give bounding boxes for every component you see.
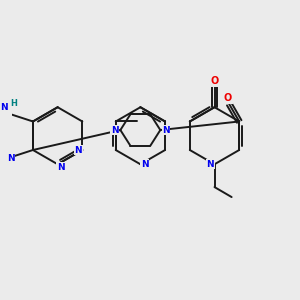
- Text: N: N: [7, 154, 15, 163]
- Text: N: N: [141, 160, 148, 169]
- Text: H: H: [11, 99, 17, 108]
- Text: N: N: [206, 160, 214, 169]
- Text: N: N: [74, 146, 82, 154]
- Text: N: N: [162, 125, 170, 134]
- Text: O: O: [210, 76, 219, 86]
- Text: N: N: [1, 103, 8, 112]
- Text: N: N: [111, 125, 118, 134]
- Text: O: O: [224, 93, 232, 103]
- Text: N: N: [57, 163, 64, 172]
